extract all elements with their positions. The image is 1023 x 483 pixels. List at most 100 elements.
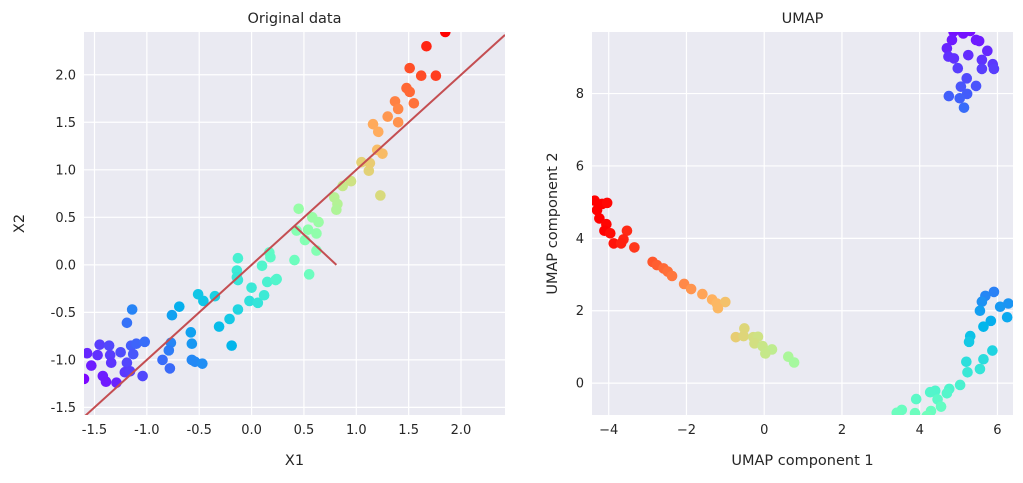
x-tick-label: 4 <box>916 423 924 438</box>
x-axis-label: UMAP component 1 <box>731 453 873 469</box>
y-tick-label: 2.0 <box>55 68 76 83</box>
y-tick-label: 6 <box>576 159 584 174</box>
data-point <box>311 228 322 239</box>
data-point <box>105 357 117 369</box>
data-point <box>186 338 198 350</box>
data-point <box>421 40 432 52</box>
data-point <box>760 348 771 359</box>
data-point <box>685 283 697 295</box>
data-point <box>364 157 376 169</box>
x-tick-label: −2 <box>677 423 696 438</box>
data-point <box>946 34 958 46</box>
data-point <box>976 63 988 75</box>
data-point <box>976 296 988 307</box>
data-point <box>157 354 168 366</box>
data-point <box>1003 298 1013 309</box>
data-point <box>720 296 731 308</box>
y-tick-label: -1.0 <box>51 353 76 368</box>
data-point <box>256 260 268 272</box>
data-point <box>232 252 244 264</box>
data-point <box>988 286 1000 298</box>
data-point <box>94 339 106 350</box>
data-point <box>213 321 225 332</box>
data-point <box>258 289 270 301</box>
data-point <box>985 315 997 327</box>
data-point <box>252 297 264 309</box>
x-axis-label: X1 <box>285 453 304 469</box>
data-point <box>331 204 342 216</box>
data-point <box>592 204 603 216</box>
data-point <box>302 224 314 235</box>
data-point <box>430 70 442 82</box>
data-point <box>604 227 616 239</box>
data-point <box>978 353 989 365</box>
data-point <box>1001 311 1013 323</box>
y-tick-label: 0 <box>576 377 584 392</box>
original-data-plot: Original data X1 X2 -1.5 -1.0 -0.5 0.0 0.5 1.… <box>12 11 505 469</box>
data-point <box>367 118 379 130</box>
data-point <box>265 251 276 263</box>
data-point <box>131 338 142 350</box>
y-tick-label: -0.5 <box>51 306 76 321</box>
data-point <box>372 126 384 138</box>
data-point <box>345 175 357 187</box>
data-point <box>891 407 903 415</box>
plot-title: UMAP <box>782 11 824 27</box>
x-tick-label: 6 <box>993 423 1001 438</box>
data-point <box>910 393 922 405</box>
y-axis-label: UMAP component 2 <box>545 152 561 294</box>
data-point <box>935 401 947 412</box>
data-point <box>293 203 304 215</box>
data-point <box>601 197 613 209</box>
data-point <box>730 331 742 343</box>
data-point <box>408 97 420 109</box>
x-tick-label: 0.0 <box>241 423 262 438</box>
y-tick-label: -1.5 <box>51 401 76 416</box>
data-point <box>666 270 678 282</box>
data-point <box>988 63 1000 75</box>
data-point <box>404 86 415 98</box>
y-tick-label: 2 <box>576 304 584 319</box>
data-point <box>103 340 115 351</box>
data-point <box>712 302 724 314</box>
data-point <box>941 387 953 399</box>
x-tick-label: 1.0 <box>346 423 367 438</box>
data-point <box>209 290 221 302</box>
plot-title: Original data <box>247 11 341 27</box>
x-tick-label: 0 <box>760 423 768 438</box>
data-point <box>978 321 989 332</box>
data-point <box>921 410 932 415</box>
data-point <box>788 357 800 368</box>
data-point <box>924 386 936 398</box>
x-tick-label: −4 <box>599 423 618 438</box>
data-point <box>289 254 300 266</box>
data-point <box>174 301 185 312</box>
data-point <box>115 346 126 358</box>
data-point <box>198 295 209 307</box>
data-point <box>232 304 244 315</box>
data-point <box>976 54 988 66</box>
data-point <box>139 336 151 348</box>
y-tick-label: 1.0 <box>55 163 76 178</box>
data-point <box>356 156 367 168</box>
data-point <box>392 116 404 128</box>
data-point <box>963 336 975 348</box>
data-point <box>974 363 986 375</box>
data-point <box>246 282 257 293</box>
data-point <box>377 148 388 159</box>
data-point <box>738 330 749 342</box>
reference-line <box>293 225 338 266</box>
data-point <box>749 338 760 349</box>
data-point <box>621 225 633 237</box>
data-point <box>970 80 982 92</box>
data-point <box>224 313 235 325</box>
x-tick-label: 0.5 <box>294 423 315 438</box>
x-tick-label: -0.5 <box>187 423 212 438</box>
data-point <box>92 349 103 361</box>
data-point <box>958 102 970 113</box>
y-tick-label: 8 <box>576 87 584 102</box>
data-point <box>954 92 966 104</box>
data-point <box>629 242 640 253</box>
x-tick-label: 2.0 <box>451 423 472 438</box>
scatter-points <box>592 32 1013 415</box>
